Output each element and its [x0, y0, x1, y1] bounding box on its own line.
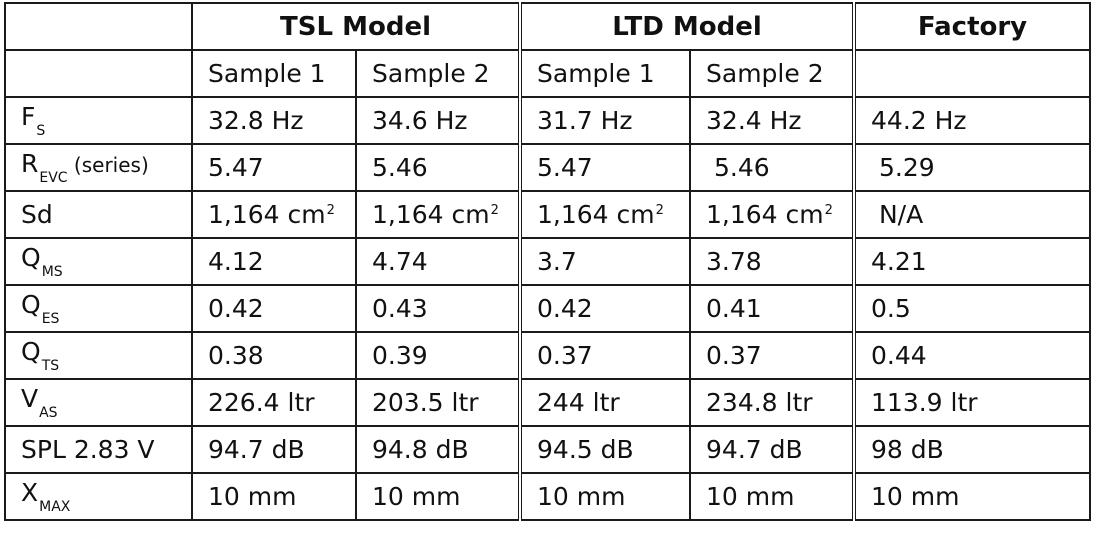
value-cell: 5.46 [689, 143, 856, 192]
value-cell: 44.2 Hz [852, 96, 1092, 145]
value-cell: N/A [852, 190, 1092, 239]
value-cell: 5.46 [354, 143, 522, 192]
param-row: VAS 226.4 ltr 203.5 ltr 244 ltr 234.8 ltr 113… [4, 378, 1092, 427]
value-cell: 3.78 [689, 237, 856, 286]
param-row: SPL 2.83 V 94.7 dB 94.8 dB 94.5 dB 94.7 dB 98… [4, 425, 1092, 474]
value-cell: 10 mm [689, 472, 856, 521]
param-row: REVC (series) 5.47 5.46 5.47 5.46 5.29 [4, 143, 1092, 192]
value-cell: 244 ltr [518, 378, 692, 427]
value-cell: 0.5 [852, 284, 1092, 333]
value-cell: 10 mm [518, 472, 692, 521]
speaker-spec-table: TSL Model LTD Model Factory Sample 1 Sam… [4, 2, 1092, 521]
value-cell: 113.9 ltr [852, 378, 1092, 427]
value-cell: 4.74 [354, 237, 522, 286]
param-label: VAS [4, 378, 193, 427]
group-header-ltd: LTD Model [518, 2, 856, 51]
value-cell: 94.7 dB [689, 425, 856, 474]
corner-cell [4, 2, 193, 51]
value-cell: 1,164 cm2 [354, 190, 522, 239]
value-cell: 0.38 [191, 331, 357, 380]
value-cell: 10 mm [852, 472, 1092, 521]
value-cell: 0.41 [689, 284, 856, 333]
value-cell: 5.29 [852, 143, 1092, 192]
group-header-tsl: TSL Model [190, 2, 522, 51]
param-label: QES [4, 284, 193, 333]
value-cell: 32.8 Hz [191, 96, 357, 145]
param-label: XMAX [4, 472, 193, 521]
value-cell: 0.37 [518, 331, 692, 380]
corner-cell-2 [4, 49, 193, 98]
value-cell: 10 mm [191, 472, 357, 521]
param-row: QMS 4.12 4.74 3.7 3.78 4.21 [4, 237, 1092, 286]
param-row: QES 0.42 0.43 0.42 0.41 0.5 [4, 284, 1092, 333]
param-row: FS 32.8 Hz 34.6 Hz 31.7 Hz 32.4 Hz 44.2 Hz [4, 96, 1092, 145]
value-cell: 0.37 [689, 331, 856, 380]
param-label: REVC (series) [4, 143, 193, 192]
value-cell: 0.39 [354, 331, 522, 380]
value-cell: 5.47 [518, 143, 692, 192]
value-cell: 32.4 Hz [689, 96, 856, 145]
sample-header [852, 49, 1092, 98]
value-cell: 0.44 [852, 331, 1092, 380]
value-cell: 3.7 [518, 237, 692, 286]
sample-header: Sample 1 [191, 49, 357, 98]
sample-header-row: Sample 1 Sample 2 Sample 1 Sample 2 [4, 49, 1092, 98]
value-cell: 1,164 cm2 [689, 190, 856, 239]
value-cell: 4.12 [191, 237, 357, 286]
value-cell: 4.21 [852, 237, 1092, 286]
value-cell: 98 dB [852, 425, 1092, 474]
sample-header: Sample 2 [354, 49, 522, 98]
value-cell: 203.5 ltr [354, 378, 522, 427]
param-label: QTS [4, 331, 193, 380]
value-cell: 10 mm [354, 472, 522, 521]
param-row: Sd 1,164 cm2 1,164 cm2 1,164 cm2 1,164 cm2 N… [4, 190, 1092, 239]
value-cell: 94.7 dB [191, 425, 357, 474]
value-cell: 0.43 [354, 284, 522, 333]
group-header-row: TSL Model LTD Model Factory [4, 2, 1092, 51]
param-label: QMS [4, 237, 193, 286]
value-cell: 5.47 [191, 143, 357, 192]
value-cell: 34.6 Hz [354, 96, 522, 145]
value-cell: 0.42 [191, 284, 357, 333]
value-cell: 0.42 [518, 284, 692, 333]
sample-header: Sample 2 [689, 49, 856, 98]
param-row: QTS 0.38 0.39 0.37 0.37 0.44 [4, 331, 1092, 380]
value-cell: 94.8 dB [354, 425, 522, 474]
param-row: XMAX 10 mm 10 mm 10 mm 10 mm 10 mm [4, 472, 1092, 521]
param-label: Sd [4, 190, 193, 239]
param-label: SPL 2.83 V [4, 425, 193, 474]
value-cell: 226.4 ltr [191, 378, 357, 427]
value-cell: 1,164 cm2 [191, 190, 357, 239]
sample-header: Sample 1 [518, 49, 692, 98]
value-cell: 94.5 dB [518, 425, 692, 474]
value-cell: 234.8 ltr [689, 378, 856, 427]
param-label: FS [4, 96, 193, 145]
group-header-factory: Factory [852, 2, 1092, 51]
value-cell: 31.7 Hz [518, 96, 692, 145]
value-cell: 1,164 cm2 [518, 190, 692, 239]
